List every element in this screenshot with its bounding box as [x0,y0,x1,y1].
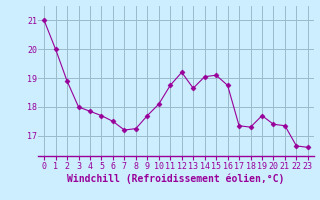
X-axis label: Windchill (Refroidissement éolien,°C): Windchill (Refroidissement éolien,°C) [67,173,285,184]
